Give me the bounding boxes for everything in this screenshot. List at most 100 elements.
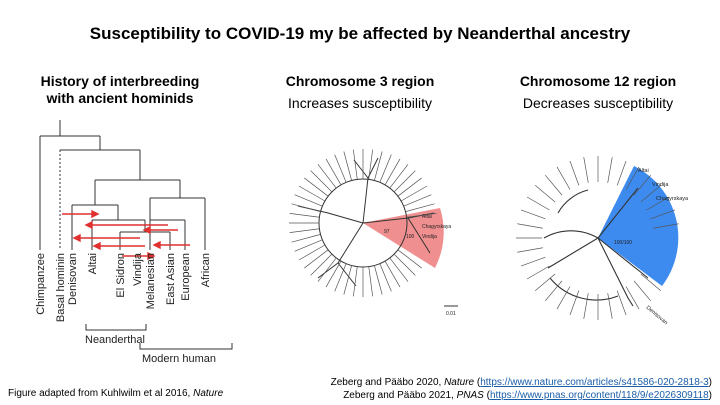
right-panel-subtitle: Decreases susceptibility: [522, 95, 674, 111]
tree-tip-branch: [625, 166, 640, 190]
tree-tip-branch: [526, 265, 550, 280]
taxon-basal-hominin: Basal hominin: [55, 253, 67, 322]
tree-tip-branch: [317, 257, 337, 282]
tree-tip-branch: [640, 273, 662, 291]
tree-tip-branch: [526, 196, 550, 211]
chromosome12-tree: Altai Vindija Chagyrskaya 100/100 Deniso…: [516, 156, 689, 326]
tree-tip-branch: [405, 203, 435, 212]
chr12-highlight-labels: Altai Vindija Chagyrskaya: [638, 168, 689, 202]
tree-tip-branch: [397, 249, 422, 269]
chr3-scale-label: 0.01: [446, 311, 456, 317]
chr3-bootstrap-100: 100: [406, 234, 415, 240]
ref1-close: ): [708, 377, 712, 388]
tree-tip-branch: [607, 157, 613, 183]
ref2-close: ): [708, 390, 712, 401]
reference-1: Zeberg and Pääbo 2020, Nature (https://w…: [331, 377, 712, 388]
chromosome3-tree: Altai Chagyrskaya Vindija 97 100 0.01: [289, 149, 458, 317]
chr3-highlight-wedge: [363, 208, 444, 268]
chr12-outgroup-label: Denisovan: [645, 305, 669, 326]
tree-tip-branch: [583, 293, 589, 319]
taxon-denisovan: Denisovan: [67, 253, 79, 305]
tree-tip-branch: [633, 280, 651, 302]
figure-credit-journal: Nature: [193, 388, 224, 399]
tree-tip-branch: [384, 158, 401, 186]
chr12-highlight-wedge: [598, 166, 679, 286]
tree-tip-branch: [517, 223, 543, 229]
tree-tip-branch: [569, 290, 580, 316]
tree-tip-branch: [368, 266, 374, 297]
tree-tip-branch: [569, 160, 580, 186]
tree-tip-branch: [520, 256, 546, 267]
ref2-journal: PNAS: [456, 390, 484, 401]
tree-branches: [39, 120, 206, 250]
taxon-el-sidron: El Sidron: [115, 253, 127, 298]
tree-tip-branch: [389, 257, 409, 282]
tree-tip-branch: [545, 174, 563, 196]
tree-tip-branch: [298, 185, 326, 202]
tree-tip-branch: [304, 177, 329, 197]
tree-tip-branch: [556, 286, 571, 310]
reference-2: Zeberg and Pääbo 2021, PNAS (https://www…: [343, 390, 712, 401]
tree-tip-branch: [289, 212, 320, 218]
chr12-tips: [516, 156, 679, 320]
tree-tip-branch: [400, 185, 428, 202]
taxon-chimpanzee: Chimpanzee: [35, 253, 47, 315]
ref1-prefix: Zeberg and Pääbo 2020,: [330, 377, 445, 388]
chr12-label-vindija: Vindija: [652, 182, 669, 188]
taxon-african: African: [200, 253, 212, 287]
tree-tip-branch: [640, 185, 662, 203]
chr3-label-altai: Altai: [422, 214, 432, 220]
chr3-tips: [289, 149, 437, 297]
tree-tip-branch: [352, 266, 358, 297]
tree-tip-branch: [633, 174, 651, 196]
tree-tip-branch: [393, 253, 416, 276]
gene-flow-arrows: [62, 209, 190, 261]
left-title-line1: History of interbreeding: [40, 73, 200, 89]
taxon-vindija: Vindija: [132, 252, 144, 286]
tree-tip-branch: [653, 223, 679, 229]
tree-tip-branch: [379, 154, 392, 183]
chr12-branches: [543, 187, 649, 307]
group-modern-human: Modern human: [142, 353, 216, 365]
tree-tip-branch: [650, 209, 676, 220]
chr12-label-altai: Altai: [638, 168, 649, 174]
tree-tip-branch: [397, 177, 422, 197]
tree-tip-branch: [294, 194, 323, 207]
chr3-bootstrap-97: 97: [384, 229, 390, 235]
interbreeding-tree: Chimpanzee Basal hominin Denisovan Altai…: [35, 120, 233, 365]
ref2-link[interactable]: https://www.pnas.org/content/118/9/e2026…: [489, 390, 709, 401]
tree-tip-branch: [352, 149, 358, 180]
tree-tip-branch: [556, 166, 571, 190]
taxon-european: European: [180, 253, 192, 301]
slide-title: Susceptibility to COVID-19 my be affecte…: [89, 24, 631, 43]
tree-tip-branch: [625, 286, 640, 310]
tree-tip-branch: [310, 253, 333, 276]
tree-tip-branch: [583, 157, 589, 183]
tree-tip-branch: [534, 273, 556, 291]
tree-tip-branch: [406, 212, 437, 218]
left-panel-title: History of interbreeding with ancient ho…: [20, 73, 220, 107]
tree-tip-branch: [517, 247, 543, 253]
taxa-labels: Chimpanzee Basal hominin Denisovan Altai…: [35, 252, 212, 322]
tree-tip-branch: [334, 263, 347, 292]
chr12-bootstrap: 100/100: [614, 240, 632, 246]
tree-tip-branch: [374, 151, 383, 181]
ref1-link[interactable]: https://www.nature.com/articles/s41586-0…: [480, 377, 709, 388]
tree-tip-branch: [294, 239, 323, 252]
chr3-label-vindija: Vindija: [422, 234, 437, 240]
middle-panel-subtitle: Increases susceptibility: [288, 95, 432, 111]
tree-tip-branch: [317, 164, 337, 189]
tree-tip-branch: [393, 170, 416, 193]
chr3-highlight-labels: Altai Chagyrskaya Vindija: [422, 214, 451, 240]
tree-tip-branch: [368, 149, 374, 180]
tree-tip-branch: [616, 160, 627, 186]
tree-tip-branch: [289, 228, 320, 234]
tree-tip-branch: [304, 249, 329, 269]
tree-tip-branch: [646, 196, 670, 211]
tree-tip-branch: [389, 164, 409, 189]
tree-tip-branch: [384, 260, 401, 288]
tree-tip-branch: [545, 280, 563, 302]
tree-tip-branch: [291, 203, 321, 212]
taxon-altai: Altai: [87, 253, 99, 274]
group-neanderthal: Neanderthal: [85, 334, 145, 346]
